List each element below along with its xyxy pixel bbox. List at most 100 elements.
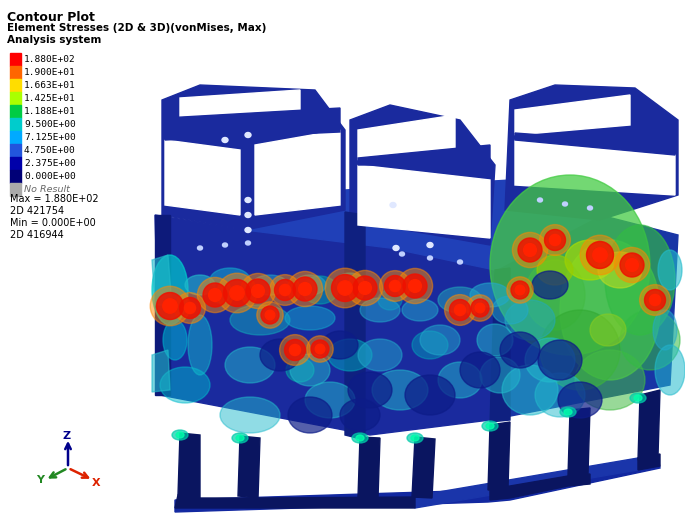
Ellipse shape [356,435,364,441]
Polygon shape [488,422,510,490]
Ellipse shape [209,289,221,301]
Ellipse shape [325,268,365,308]
Bar [10,144,21,156]
Polygon shape [490,215,678,420]
Ellipse shape [389,280,401,291]
Ellipse shape [445,295,475,325]
Bar [10,157,21,169]
Ellipse shape [549,234,560,246]
Polygon shape [515,95,630,135]
Ellipse shape [284,340,306,361]
Text: Contour Plot: Contour Plot [7,11,95,24]
Ellipse shape [197,246,203,250]
Ellipse shape [477,324,513,356]
Ellipse shape [353,276,377,300]
Ellipse shape [427,256,432,260]
Ellipse shape [289,344,301,355]
Ellipse shape [486,423,494,429]
Ellipse shape [438,362,482,398]
Ellipse shape [511,281,529,299]
Polygon shape [358,165,490,238]
Ellipse shape [605,225,675,335]
Bar [10,53,21,65]
Polygon shape [152,255,172,305]
Polygon shape [412,437,435,498]
Ellipse shape [390,203,396,208]
Ellipse shape [217,273,257,313]
Ellipse shape [580,235,620,275]
Ellipse shape [225,347,275,383]
Bar [10,183,21,195]
Ellipse shape [163,299,177,313]
Text: 1.663E+01: 1.663E+01 [24,81,76,90]
Ellipse shape [640,285,671,315]
Ellipse shape [590,314,626,346]
Ellipse shape [408,280,421,293]
Ellipse shape [565,240,615,280]
Ellipse shape [438,287,482,313]
Ellipse shape [407,433,423,443]
Ellipse shape [176,432,184,438]
Ellipse shape [302,276,338,304]
Text: 1.900E+01: 1.900E+01 [24,68,76,77]
Ellipse shape [505,300,555,340]
Ellipse shape [275,279,295,300]
Polygon shape [175,456,660,512]
Text: 9.500E+00: 9.500E+00 [24,120,76,129]
Ellipse shape [427,242,433,248]
Bar [10,170,21,183]
Ellipse shape [279,285,290,296]
Text: 0.000E+00: 0.000E+00 [24,172,76,181]
Polygon shape [255,130,340,215]
Ellipse shape [634,395,642,401]
Polygon shape [515,133,675,155]
Ellipse shape [562,202,567,206]
Ellipse shape [307,336,333,362]
Ellipse shape [229,286,244,300]
Ellipse shape [399,252,405,256]
Ellipse shape [279,335,310,365]
Ellipse shape [560,407,576,417]
Polygon shape [568,408,590,476]
Ellipse shape [240,274,275,308]
Ellipse shape [210,268,250,292]
Ellipse shape [515,285,525,295]
Ellipse shape [540,224,571,256]
Ellipse shape [466,295,493,321]
Text: X: X [92,478,101,488]
Ellipse shape [150,286,190,326]
Polygon shape [358,437,380,498]
Ellipse shape [260,339,300,371]
Ellipse shape [172,430,188,440]
Ellipse shape [203,283,227,307]
Ellipse shape [360,298,400,322]
Ellipse shape [614,248,649,282]
Ellipse shape [220,397,280,433]
Ellipse shape [502,365,558,415]
Ellipse shape [460,352,500,388]
Ellipse shape [378,290,402,310]
Bar [10,66,21,79]
Ellipse shape [471,299,489,317]
Polygon shape [152,350,170,392]
Ellipse shape [620,253,644,277]
Ellipse shape [352,433,368,443]
Polygon shape [505,85,678,220]
Ellipse shape [535,373,585,417]
Ellipse shape [359,281,371,295]
Ellipse shape [560,240,660,380]
Ellipse shape [507,277,533,303]
Ellipse shape [232,433,248,443]
Ellipse shape [525,338,575,382]
Ellipse shape [490,175,650,355]
Ellipse shape [630,393,646,403]
Ellipse shape [564,409,572,415]
Ellipse shape [625,259,638,271]
Ellipse shape [347,270,383,306]
Ellipse shape [188,315,212,375]
Ellipse shape [246,279,270,303]
Ellipse shape [645,289,666,310]
Ellipse shape [397,268,433,304]
Ellipse shape [288,271,323,307]
Ellipse shape [252,275,288,295]
